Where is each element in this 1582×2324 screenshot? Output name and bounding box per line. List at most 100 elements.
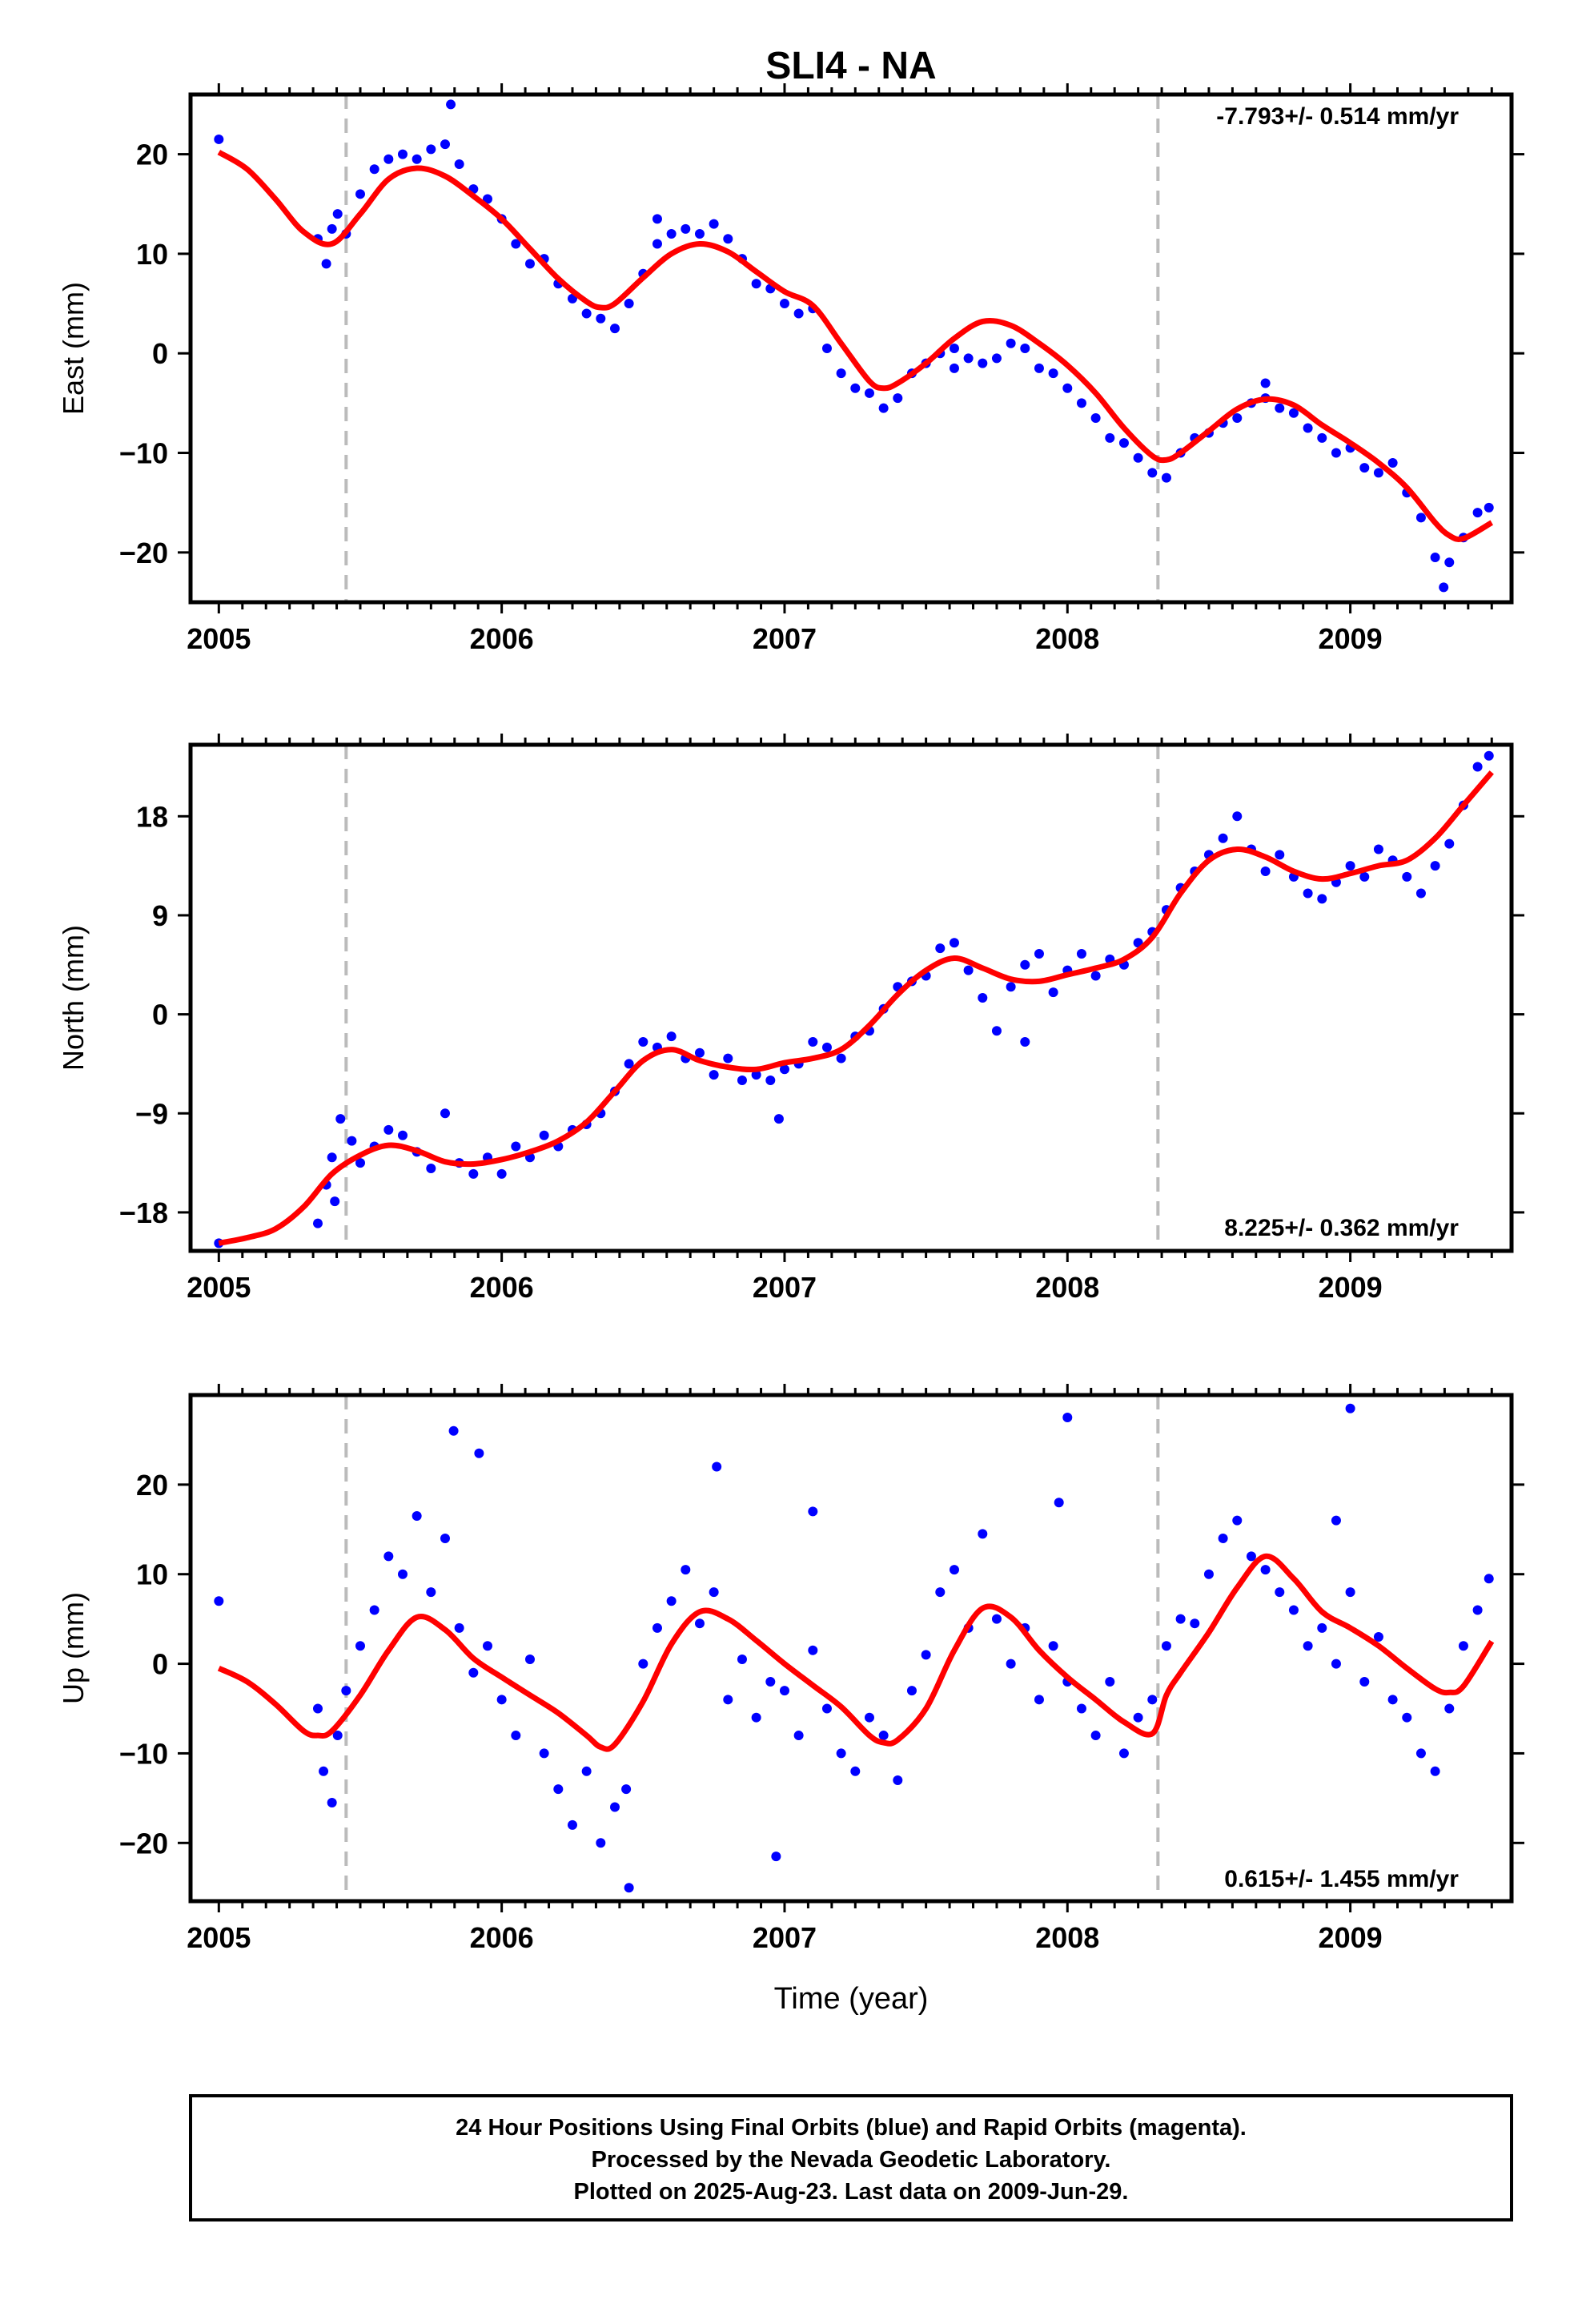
- north-data-point: [355, 1158, 365, 1168]
- up-data-point: [448, 1425, 459, 1436]
- north-data-point: [624, 1059, 634, 1069]
- up-data-point: [921, 1650, 931, 1660]
- north-x-tick-label: 2009: [1319, 1271, 1383, 1304]
- up-data-point: [1275, 1587, 1285, 1598]
- up-data-point: [1444, 1703, 1455, 1714]
- up-data-point: [864, 1712, 874, 1723]
- east-data-point: [609, 324, 620, 334]
- up-data-point: [1218, 1533, 1228, 1543]
- east-data-point: [681, 223, 691, 234]
- east-data-point: [821, 344, 832, 353]
- east-data-point: [652, 214, 662, 224]
- up-data-point: [621, 1784, 632, 1795]
- north-y-tick-label: 18: [136, 800, 168, 833]
- north-data-point: [1020, 1036, 1030, 1047]
- up-data-point: [496, 1695, 507, 1705]
- up-data-point: [327, 1797, 337, 1807]
- east-data-point: [524, 259, 535, 269]
- north-data-point: [1260, 866, 1271, 876]
- east-data-point: [1105, 432, 1115, 443]
- up-data-points: [214, 1403, 1494, 1893]
- north-data-point: [821, 1042, 832, 1052]
- east-data-point: [1275, 403, 1285, 413]
- up-data-point: [1034, 1695, 1044, 1705]
- north-data-point: [1218, 833, 1228, 843]
- north-data-point: [666, 1031, 677, 1042]
- footer-line-2: Processed by the Nevada Geodetic Laborat…: [592, 2147, 1111, 2173]
- up-data-point: [426, 1587, 436, 1598]
- up-data-point: [581, 1766, 592, 1776]
- east-frame: [188, 92, 1514, 605]
- up-data-point: [482, 1641, 492, 1651]
- up-data-point: [1458, 1641, 1468, 1651]
- up-data-point: [1203, 1569, 1214, 1579]
- east-data-point: [1444, 557, 1455, 568]
- north-data-point: [1090, 971, 1101, 981]
- up-data-point: [771, 1852, 781, 1862]
- east-data-point: [878, 403, 889, 413]
- up-data-point: [949, 1565, 959, 1575]
- up-x-tick-label: 2009: [1319, 1921, 1383, 1954]
- east-data-point: [751, 279, 761, 289]
- east-data-point: [1359, 463, 1370, 473]
- up-data-point: [468, 1667, 479, 1678]
- north-y-tick-label: 9: [152, 899, 168, 932]
- up-y-tick-label: −10: [119, 1737, 168, 1770]
- up-data-point: [596, 1838, 606, 1848]
- up-data-point: [878, 1731, 889, 1741]
- up-data-point: [935, 1587, 946, 1598]
- up-data-point: [1430, 1766, 1440, 1776]
- up-data-point: [1303, 1641, 1313, 1651]
- up-data-point: [1345, 1403, 1355, 1413]
- north-data-point: [426, 1163, 436, 1173]
- east-data-point: [793, 308, 804, 319]
- east-y-tick-label: 20: [136, 139, 168, 171]
- up-data-point: [1246, 1551, 1256, 1562]
- up-x-tick-label: 2005: [187, 1921, 251, 1954]
- north-model-curve: [218, 770, 1494, 1246]
- north-data-point: [330, 1196, 340, 1207]
- east-y-tick-label: 10: [136, 238, 168, 271]
- east-model-curve: [217, 150, 1494, 542]
- east-data-point: [652, 239, 662, 249]
- east-data-point: [1415, 513, 1426, 523]
- east-x-tick-label: 2005: [187, 622, 251, 655]
- up-data-point: [440, 1533, 450, 1543]
- north-data-point: [1076, 949, 1086, 959]
- up-data-point: [1345, 1587, 1355, 1598]
- north-data-point: [1359, 871, 1370, 882]
- east-data-point: [1133, 452, 1143, 463]
- up-data-point: [694, 1618, 705, 1629]
- x-axis-label: Time (year): [774, 1982, 929, 2016]
- east-x-tick-label: 2008: [1035, 622, 1099, 655]
- east-data-point: [836, 368, 846, 379]
- east-data-point: [1062, 383, 1073, 393]
- east-data-point: [581, 308, 592, 319]
- up-y-tick-label: −20: [119, 1827, 168, 1860]
- up-data-point: [1161, 1641, 1171, 1651]
- north-data-point: [397, 1130, 408, 1140]
- north-data-point: [773, 1114, 784, 1124]
- north-data-point: [1484, 750, 1494, 761]
- up-rate-label: 0.615+/- 1.455 mm/yr: [1224, 1866, 1459, 1892]
- up-data-point: [1331, 1659, 1341, 1669]
- up-data-point: [1472, 1605, 1483, 1615]
- figure-title: SLI4 - NA: [765, 45, 936, 87]
- up-data-point: [991, 1614, 1002, 1624]
- up-x-tick-label: 2006: [470, 1921, 534, 1954]
- north-rate-label: 8.225+/- 0.362 mm/yr: [1224, 1215, 1459, 1241]
- up-data-point: [1260, 1565, 1271, 1575]
- north-data-point: [836, 1053, 846, 1063]
- north-data-point: [808, 1036, 818, 1047]
- north-data-point: [935, 943, 946, 954]
- east-data-point: [694, 229, 705, 239]
- up-data-point: [1048, 1641, 1058, 1651]
- up-data-point: [369, 1605, 379, 1615]
- north-data-point: [1444, 838, 1455, 849]
- up-data-point: [539, 1748, 549, 1759]
- east-data-point: [1232, 413, 1243, 424]
- east-data-point: [327, 223, 337, 234]
- east-data-point: [978, 358, 988, 368]
- up-y-tick-label: 20: [136, 1469, 168, 1502]
- east-data-point: [1034, 363, 1044, 373]
